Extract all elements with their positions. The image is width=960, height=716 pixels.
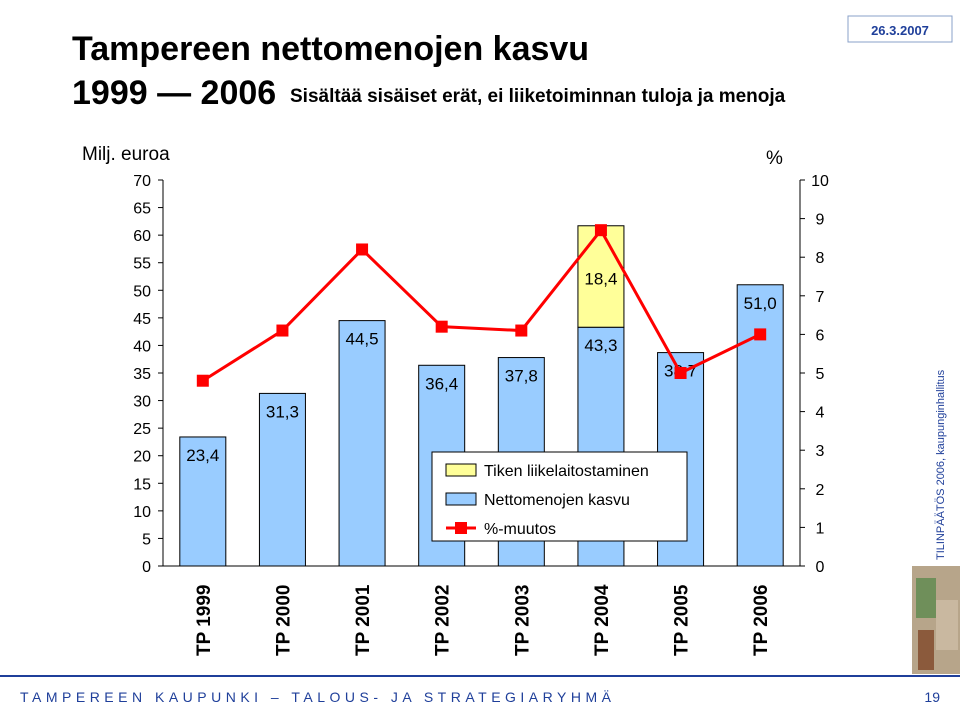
y-tick-label: 45 <box>133 311 151 328</box>
bar <box>736 284 784 567</box>
y2-tick-label: 4 <box>816 405 825 422</box>
y-axis-label: Milj. euroa <box>82 144 170 165</box>
y-tick-label: 50 <box>133 283 151 300</box>
title-years: 1999 — 2006 <box>72 74 276 112</box>
y-tick-label: 55 <box>133 256 151 273</box>
y-tick-label: 65 <box>133 201 151 218</box>
y2-axis-label: % <box>766 148 783 169</box>
value-label: 18,4 <box>584 270 617 289</box>
marker <box>515 324 528 337</box>
bar <box>258 392 306 567</box>
y2-tick-label: 0 <box>816 559 825 576</box>
y2-tick-label: 10 <box>811 173 829 190</box>
y-tick-label: 5 <box>142 531 151 548</box>
value-label: 44,5 <box>346 330 379 349</box>
y2-tick-label: 5 <box>816 366 825 383</box>
marker <box>594 224 607 237</box>
marker <box>356 243 369 256</box>
x-tick-label: TP 1999 <box>194 585 215 656</box>
value-label: 23,4 <box>186 446 219 465</box>
marker <box>276 324 289 337</box>
plot: 0510152025303540455055606570012345678910… <box>133 173 829 656</box>
y2-tick-label: 8 <box>816 250 825 267</box>
bar <box>179 436 227 567</box>
y-tick-label: 60 <box>133 228 151 245</box>
value-label: 36,4 <box>425 374 458 393</box>
x-tick-label: TP 2000 <box>273 585 294 656</box>
photo-strip <box>912 566 960 674</box>
x-tick-label: TP 2002 <box>433 585 454 656</box>
subtitle: Sisältää sisäiset erät, ei liiketoiminna… <box>290 86 786 107</box>
y-tick-label: 15 <box>133 476 151 493</box>
y2-tick-label: 1 <box>816 520 825 537</box>
bar <box>577 225 625 328</box>
photo <box>916 578 936 618</box>
bar <box>338 320 386 567</box>
x-tick-label: TP 2003 <box>512 585 533 656</box>
value-label: 43,3 <box>584 336 617 355</box>
legend-swatch <box>445 492 477 506</box>
title: Tampereen nettomenojen kasvu <box>72 30 589 68</box>
y-tick-label: 30 <box>133 394 151 411</box>
date: 26.3.2007 <box>871 23 929 38</box>
photo <box>936 600 958 650</box>
page-number: 19 <box>924 689 940 705</box>
y2-tick-label: 2 <box>816 482 825 499</box>
y-tick-label: 40 <box>133 338 151 355</box>
x-tick-label: TP 2005 <box>672 584 693 656</box>
marker <box>674 367 687 379</box>
y-tick-label: 0 <box>142 559 151 576</box>
y2-tick-label: 9 <box>816 212 825 229</box>
marker <box>435 320 448 333</box>
legend-label: Tiken liikelaitostaminen <box>484 463 649 480</box>
legend-label: Nettomenojen kasvu <box>484 492 630 509</box>
y2-tick-label: 6 <box>816 327 825 344</box>
y-tick-label: 70 <box>133 173 151 190</box>
line <box>202 227 761 382</box>
photo <box>918 630 934 670</box>
legend-label: %-muutos <box>484 521 556 538</box>
legend-marker <box>455 522 467 534</box>
y-tick-label: 20 <box>133 449 151 466</box>
legend-swatch <box>445 463 477 477</box>
y-tick-label: 10 <box>133 504 151 521</box>
x-tick-label: TP 2001 <box>353 584 374 656</box>
value-label: 51,0 <box>744 294 777 313</box>
footer: TAMPEREEN KAUPUNKI – TALOUS- JA STRATEGI… <box>20 689 615 705</box>
side-note: TILINPÄÄTÖS 2006, kaupunginhallitus <box>935 369 947 560</box>
marker <box>196 374 209 387</box>
y2-tick-label: 7 <box>816 289 825 306</box>
x-tick-label: TP 2004 <box>592 584 613 656</box>
y2-tick-label: 3 <box>816 443 825 460</box>
value-label: 37,8 <box>505 367 538 386</box>
value-label: 31,3 <box>266 402 299 421</box>
date-box <box>847 15 953 43</box>
y-tick-label: 25 <box>133 421 151 438</box>
y-tick-label: 35 <box>133 366 151 383</box>
x-tick-label: TP 2006 <box>751 585 772 656</box>
marker <box>754 328 767 341</box>
